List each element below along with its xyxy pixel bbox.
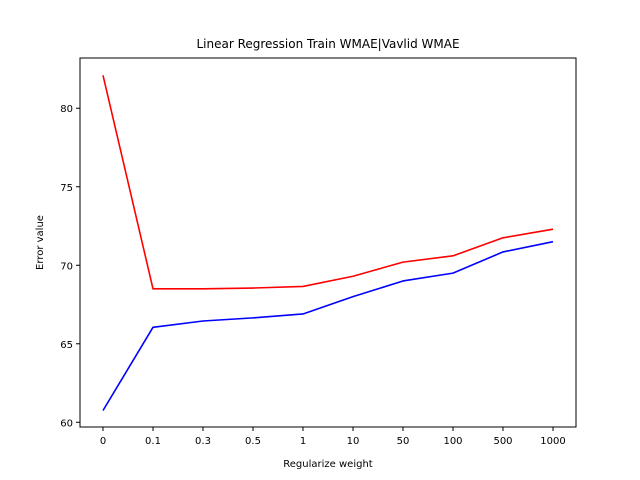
y-tick-label: 60 (60, 418, 73, 429)
x-tick-label: 500 (493, 436, 512, 447)
y-tick-label: 70 (60, 261, 73, 272)
series-layer (102, 75, 554, 411)
x-tick-label: 1000 (540, 436, 565, 447)
y-axis: 60 65 70 75 80 (60, 104, 80, 429)
y-tick-label: 65 (60, 340, 73, 351)
chart-title: Linear Regression Train WMAE|Vavlid WMAE (196, 37, 459, 51)
x-tick-label: 1 (300, 436, 306, 447)
x-tick-label: 0.5 (245, 436, 261, 447)
x-tick-label: 0.3 (195, 436, 211, 447)
x-tick-label: 10 (347, 436, 360, 447)
x-tick-label: 50 (397, 436, 410, 447)
x-axis-label: Regularize weight (283, 459, 373, 470)
x-tick-label: 0.1 (145, 436, 161, 447)
series-line-0 (102, 75, 554, 290)
y-tick-label: 80 (60, 104, 73, 115)
y-tick-label: 75 (60, 183, 73, 194)
series-line-1 (102, 240, 554, 411)
x-axis: 0 0.1 0.3 0.5 1 10 50 100 500 1000 (100, 427, 566, 447)
y-axis-label: Error value (35, 215, 46, 270)
plot-area-frame (79, 57, 577, 428)
x-tick-label: 100 (443, 436, 462, 447)
x-tick-label: 0 (100, 436, 106, 447)
